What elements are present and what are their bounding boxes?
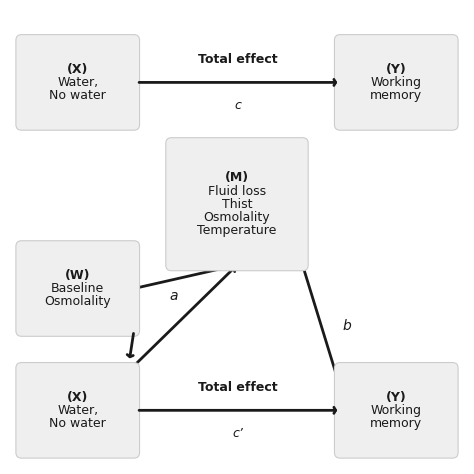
Text: Fluid loss: Fluid loss	[208, 184, 266, 198]
Text: (Y): (Y)	[386, 391, 407, 404]
FancyBboxPatch shape	[16, 241, 139, 337]
Text: Working: Working	[371, 404, 422, 417]
Text: Osmolality: Osmolality	[45, 295, 111, 308]
FancyBboxPatch shape	[166, 137, 308, 271]
Text: Osmolality: Osmolality	[204, 211, 270, 224]
FancyBboxPatch shape	[16, 363, 139, 458]
Text: (X): (X)	[67, 63, 89, 76]
Text: No water: No water	[49, 417, 106, 430]
Text: c: c	[235, 99, 242, 112]
Text: memory: memory	[370, 417, 422, 430]
Text: Total effect: Total effect	[198, 381, 278, 394]
Text: a: a	[170, 289, 178, 302]
Text: (Y): (Y)	[386, 63, 407, 76]
Text: Baseline: Baseline	[51, 282, 104, 295]
Text: Working: Working	[371, 76, 422, 89]
Text: Water,: Water,	[57, 76, 98, 89]
Text: b: b	[343, 319, 351, 333]
Text: memory: memory	[370, 89, 422, 102]
Text: Water,: Water,	[57, 404, 98, 417]
Text: No water: No water	[49, 89, 106, 102]
Text: (W): (W)	[65, 269, 91, 282]
FancyBboxPatch shape	[335, 35, 458, 130]
Text: (X): (X)	[67, 391, 89, 404]
Text: c’: c’	[233, 427, 244, 440]
Text: Thist: Thist	[222, 198, 252, 211]
Text: Total effect: Total effect	[198, 53, 278, 66]
Text: Temperature: Temperature	[197, 224, 277, 237]
Text: (M): (M)	[225, 172, 249, 184]
FancyBboxPatch shape	[335, 363, 458, 458]
FancyBboxPatch shape	[16, 35, 139, 130]
